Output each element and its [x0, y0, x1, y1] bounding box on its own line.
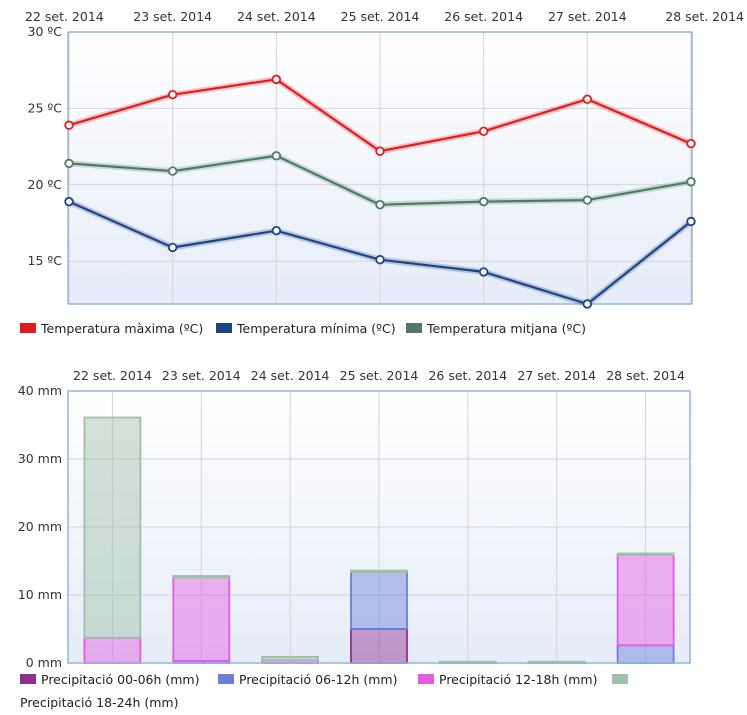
precip-legend-label: Precipitació 18-24h (mm) — [20, 695, 178, 710]
temp-legend-label: Temperatura mitjana (ºC) — [426, 321, 586, 336]
precip-bar-segment — [350, 628, 408, 664]
temp-legend-swatch — [20, 323, 36, 333]
temp-data-point — [167, 166, 178, 176]
temp-data-point — [582, 299, 593, 309]
precip-legend-swatch — [218, 674, 234, 684]
temp-x-tick-label: 25 set. 2014 — [341, 9, 420, 24]
temp-x-tick-label: 26 set. 2014 — [444, 9, 523, 24]
precip-legend-label: Precipitació 06-12h (mm) — [239, 672, 397, 687]
temp-y-tick-label: 20 ºC — [28, 177, 63, 192]
precip-y-tick-label: 20 mm — [18, 519, 62, 534]
precip-bar-segment — [172, 575, 231, 579]
precip-bar-segment — [350, 571, 408, 630]
temp-data-point — [478, 196, 489, 207]
temp-x-tick-label: 24 set. 2014 — [237, 9, 316, 24]
precip-y-tick-label: 30 mm — [18, 451, 62, 466]
temp-data-point — [582, 195, 593, 205]
temp-x-tick-label: 28 set. 2014 — [665, 9, 744, 24]
precip-bar-segment — [616, 552, 675, 556]
temp-data-point — [375, 146, 385, 156]
precip-bar-segment — [83, 636, 142, 664]
precipitation-chart: 40 mm 30 mm 20 mm 10 mm 0 mm 22 set. 2014 23 s… — [18, 368, 691, 710]
temp-x-tick-label: 23 set. 2014 — [133, 9, 212, 24]
temp-data-point — [375, 199, 385, 210]
temp-legend-swatch — [406, 323, 422, 333]
temp-y-tick-label: 15 ºC — [28, 253, 63, 268]
temp-x-tick-label: 27 set. 2014 — [548, 9, 627, 24]
precip-y-tick-label: 40 mm — [18, 383, 62, 398]
temp-data-point — [375, 254, 385, 265]
temp-data-point — [64, 196, 74, 207]
temp-data-point — [271, 151, 282, 161]
precip-bar-segment — [616, 644, 675, 664]
temp-data-point — [582, 94, 593, 104]
precip-x-tick-label: 22 set. 2014 — [73, 368, 152, 383]
precip-bar-segment — [261, 656, 320, 662]
precip-y-tick-label: 10 mm — [18, 587, 62, 602]
temp-y-tick-label: 25 ºC — [28, 100, 63, 115]
precip-x-tick-label: 25 set. 2014 — [340, 368, 419, 383]
precip-legend-swatch — [612, 674, 628, 684]
precip-legend-swatch — [418, 674, 434, 684]
temp-data-point — [167, 242, 178, 253]
precip-bar-segment — [83, 416, 142, 639]
precip-x-tick-label: 28 set. 2014 — [606, 368, 685, 383]
temp-legend-swatch — [216, 323, 232, 333]
temp-data-point — [271, 225, 282, 236]
precip-legend-label: Precipitació 12-18h (mm) — [439, 672, 597, 687]
precip-bar-segment — [350, 569, 408, 573]
temp-legend-label: Temperatura màxima (ºC) — [40, 321, 203, 336]
temp-data-point — [271, 74, 282, 85]
precip-bar-segment — [172, 576, 231, 662]
temp-data-point — [167, 89, 178, 100]
temp-data-point — [64, 158, 74, 169]
temp-y-tick-label: 30 ºC — [28, 24, 63, 39]
temp-data-point — [686, 216, 696, 227]
precip-y-tick-label: 0 mm — [26, 655, 62, 670]
precip-legend-swatch — [20, 674, 36, 684]
temp-data-point — [478, 267, 489, 277]
temp-legend-label: Temperatura mínima (ºC) — [236, 321, 396, 336]
temp-data-point — [478, 126, 489, 137]
precip-x-tick-label: 24 set. 2014 — [251, 368, 330, 383]
temp-x-tick-label: 22 set. 2014 — [25, 9, 104, 24]
precip-legend-label: Precipitació 00-06h (mm) — [41, 672, 199, 687]
temp-data-point — [686, 177, 696, 187]
precip-x-tick-label: 26 set. 2014 — [428, 368, 507, 383]
precip-plot-border — [67, 390, 691, 664]
temp-data-point — [64, 120, 74, 130]
precip-x-tick-label: 27 set. 2014 — [517, 368, 596, 383]
precip-bar-segment — [616, 554, 675, 647]
temp-data-point — [686, 138, 696, 149]
precip-x-tick-label: 23 set. 2014 — [162, 368, 241, 383]
temperature-chart: 30 ºC 25 ºC 20 ºC 15 ºC 22 set. 2014 23 set. … — [20, 9, 744, 336]
